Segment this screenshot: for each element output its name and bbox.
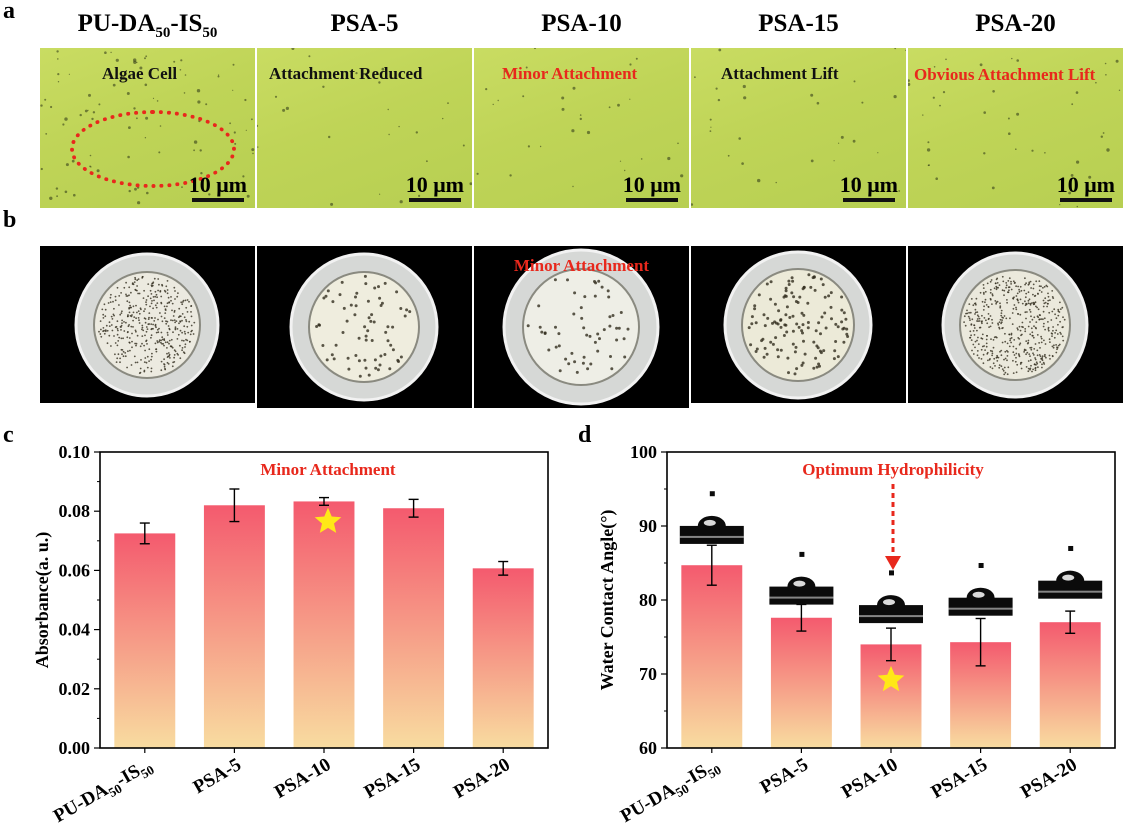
column-title: PU-DA50-IS50 [77, 10, 218, 41]
culture-dish-image [502, 248, 660, 406]
y-tick-label: 80 [639, 590, 657, 610]
droplet-inset [859, 570, 923, 624]
x-tick-label: PSA-5 [190, 754, 245, 798]
scale-bar: 10 μm [840, 174, 898, 202]
bar [114, 533, 176, 748]
bar [472, 568, 534, 748]
y-tick-label: 0.08 [59, 501, 91, 521]
x-tick-label: PSA-20 [1017, 754, 1081, 803]
bar [293, 501, 355, 748]
star-marker [314, 507, 342, 533]
droplet-inset [679, 491, 744, 544]
column-title: PSA-20 [975, 10, 1056, 37]
micrograph-note: Attachment Reduced [269, 64, 423, 83]
micrograph-texture [691, 48, 906, 206]
algae-cell-highlight [70, 110, 236, 188]
bar [383, 508, 445, 748]
y-tick-label: 0.00 [59, 738, 91, 758]
y-axis-label: Water Contact Angle(°) [597, 510, 618, 691]
micrograph-note: Algae Cell [102, 64, 178, 83]
culture-dish [40, 246, 255, 403]
micrograph: Minor Attachment 10 μm [474, 48, 689, 208]
y-tick-label: 0.10 [59, 442, 91, 462]
micrograph: Attachment Reduced 10 μm [257, 48, 472, 208]
micrograph: Algae Cell 10 μm [40, 48, 255, 208]
chart-annotation: Optimum Hydrophilicity [802, 460, 984, 479]
y-tick-label: 100 [630, 442, 657, 462]
y-tick-label: 70 [639, 664, 657, 684]
scale-bar: 10 μm [1057, 174, 1115, 202]
micrograph: Obvious Attachment Lift 10 μm [908, 48, 1123, 208]
panel-label-a: a [3, 0, 15, 24]
dish-annotation: Minor Attachment [513, 256, 650, 275]
panel-label-c: c [3, 422, 14, 448]
droplet-inset [1038, 545, 1103, 599]
x-tick-label: PSA-20 [450, 754, 514, 803]
y-axis-label: Absorbance(a. u.) [32, 532, 53, 669]
y-tick-label: 60 [639, 738, 657, 758]
panel-label-b: b [3, 207, 17, 233]
scale-bar: 10 μm [406, 174, 464, 202]
culture-dish: Minor Attachment [474, 246, 689, 408]
chart-annotation: Minor Attachment [260, 460, 396, 479]
micrograph-note: Attachment Lift [721, 64, 839, 83]
culture-dish-image [74, 252, 220, 398]
x-tick-label: PSA-10 [838, 754, 902, 803]
culture-dish [691, 246, 906, 403]
contact-angle-chart: PU-DA50-IS50 PSA-5 PSA-10 PSA-15 PSA-20 60 70 8… [597, 442, 1116, 829]
culture-dish-image [289, 252, 439, 402]
star-marker [877, 665, 905, 692]
micrograph-texture [476, 48, 684, 188]
droplet-inset [948, 563, 1013, 616]
bar [770, 617, 832, 748]
bar [1039, 622, 1101, 748]
micrograph-note: Minor Attachment [502, 64, 638, 83]
x-tick-label: PU-DA50-IS50 [617, 754, 724, 829]
column-title: PSA-15 [758, 10, 839, 37]
culture-dish [257, 246, 472, 408]
column-title: PSA-5 [330, 10, 399, 37]
y-tick-label: 0.04 [59, 620, 91, 640]
bar [203, 505, 265, 748]
micrograph: Attachment Lift 10 μm [691, 48, 906, 208]
y-tick-label: 0.02 [59, 679, 91, 699]
column-title: PSA-10 [541, 10, 622, 37]
culture-dish [908, 246, 1123, 403]
x-tick-label: PSA-5 [757, 754, 812, 798]
x-tick-label: PU-DA50-IS50 [50, 754, 157, 829]
scale-bar: 10 μm [189, 174, 247, 202]
y-tick-label: 90 [639, 516, 657, 536]
annotation-arrowhead [885, 556, 901, 570]
micrograph-note: Obvious Attachment Lift [914, 65, 1096, 84]
x-tick-label: PSA-10 [271, 754, 335, 803]
culture-dish-image [941, 251, 1089, 399]
x-tick-label: PSA-15 [928, 754, 992, 803]
bar [681, 565, 743, 748]
micrograph-texture [257, 48, 472, 206]
x-tick-label: PSA-15 [361, 754, 425, 803]
y-tick-label: 0.06 [59, 560, 91, 580]
scale-bar: 10 μm [623, 174, 681, 202]
absorbance-chart: PU-DA50-IS50 PSA-5 PSA-10 PSA-15 PSA-20 0.00 0… [32, 442, 549, 829]
bar [860, 644, 922, 748]
droplet-inset [769, 551, 834, 605]
culture-dish-image [723, 250, 873, 400]
panel-label-d: d [578, 422, 592, 448]
